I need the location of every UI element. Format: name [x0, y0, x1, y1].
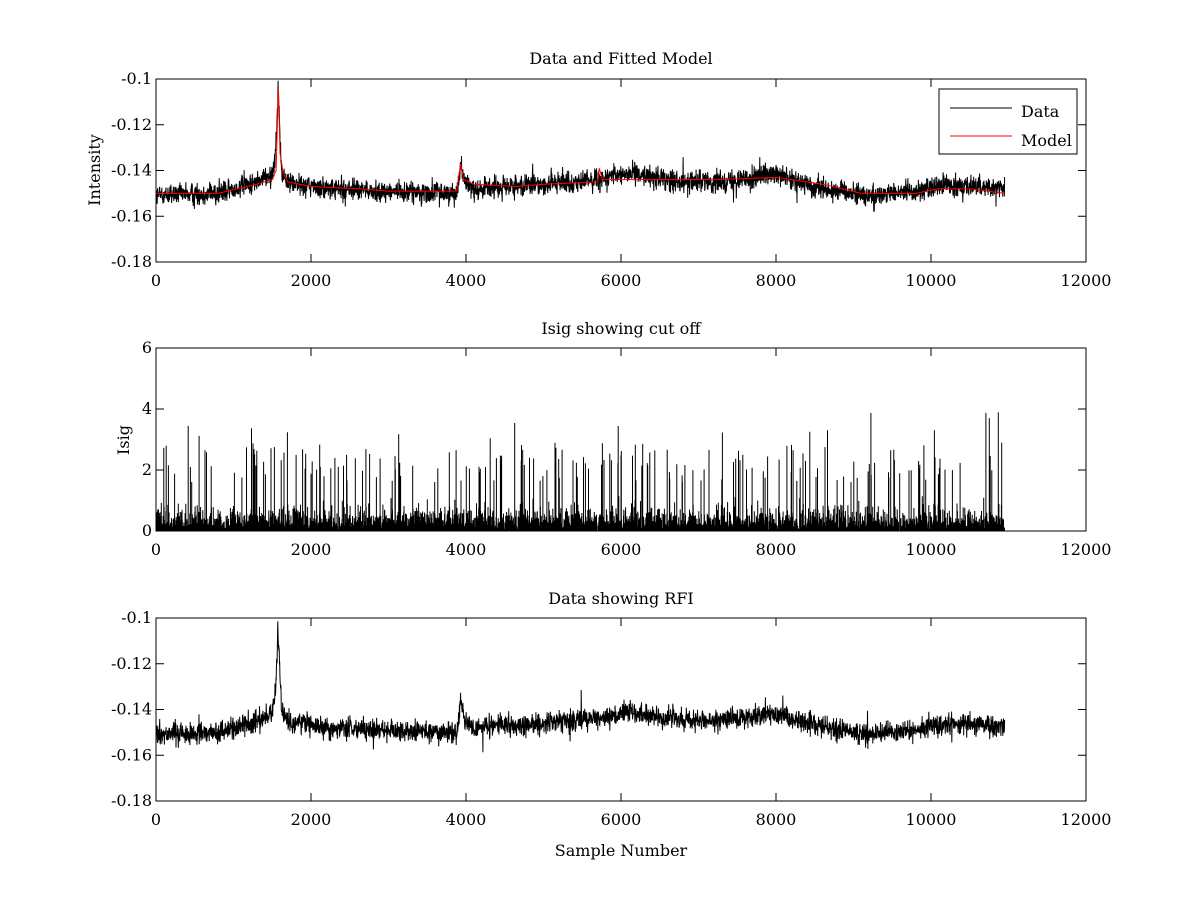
x-tick-label: 2000: [291, 271, 332, 290]
y-tick-label: -0.18: [111, 791, 152, 810]
y-tick-label: 2: [142, 460, 152, 479]
y-tick-label: -0.16: [111, 745, 152, 764]
panel-1: 0 2000 4000 6000 8000 10000 12000 -0.18 -0.16 -0.…: [85, 49, 1111, 290]
x-tick-label: 0: [151, 271, 161, 290]
y-tick-label: -0.14: [111, 700, 152, 719]
chart-title-3: Data showing RFI: [548, 589, 693, 608]
legend-label-data: Data: [1021, 102, 1060, 121]
series-layer-1: [155, 80, 1006, 212]
y-tick-label: 4: [142, 399, 152, 418]
x-tick-label: 12000: [1061, 810, 1112, 829]
x-tick-label: 0: [151, 540, 161, 559]
chart-title-2: Isig showing cut off: [541, 319, 702, 338]
y-tick-label: -0.14: [111, 161, 152, 180]
legend-box: [938, 88, 1078, 155]
series-layer-3: [155, 621, 1006, 753]
x-tick-label: 12000: [1061, 540, 1112, 559]
x-tick-label: 2000: [291, 810, 332, 829]
y-axis-label-1: Intensity: [85, 134, 104, 206]
legend: Data Model: [938, 88, 1078, 155]
x-axis-label-3: Sample Number: [555, 841, 688, 860]
y-tick-label: 0: [142, 521, 152, 540]
y-tick-label: 6: [142, 338, 152, 357]
panel-3: 0 2000 4000 6000 8000 10000 12000 -0.18 -0.16 -0.…: [111, 589, 1111, 860]
x-tick-label: 6000: [601, 540, 642, 559]
x-tick-label: 8000: [756, 810, 797, 829]
panel-2: 0 2000 4000 6000 8000 10000 12000 0 2 4 6 Isig sho…: [114, 319, 1111, 559]
series-data-1: [155, 80, 1006, 212]
y-axis-label-2: Isig: [114, 425, 133, 455]
chart-title-1: Data and Fitted Model: [529, 49, 712, 68]
x-tick-label: 6000: [601, 271, 642, 290]
x-tick-label: 8000: [756, 540, 797, 559]
x-tick-label: 10000: [906, 271, 957, 290]
y-tick-label: -0.16: [111, 206, 152, 225]
x-tick-label: 8000: [756, 271, 797, 290]
x-tick-label: 0: [151, 810, 161, 829]
y-tick-label: -0.18: [111, 252, 152, 271]
ticks-layer-1: 0 2000 4000 6000 8000 10000 12000 -0.18 -0.16 -0.…: [111, 69, 1111, 290]
x-tick-label: 2000: [291, 540, 332, 559]
y-tick-label: -0.12: [111, 654, 152, 673]
x-tick-label: 6000: [601, 810, 642, 829]
y-tick-label: -0.1: [121, 608, 152, 627]
x-tick-label: 10000: [906, 810, 957, 829]
x-tick-label: 4000: [446, 271, 487, 290]
series-model-1: [156, 88, 1005, 194]
legend-label-model: Model: [1021, 131, 1072, 150]
series-signal-3: [155, 621, 1006, 753]
y-tick-label: -0.12: [111, 115, 152, 134]
ticks-layer-3: 0 2000 4000 6000 8000 10000 12000 -0.18 -0.16 -0.…: [111, 608, 1111, 829]
x-tick-label: 4000: [446, 540, 487, 559]
x-tick-label: 10000: [906, 540, 957, 559]
ticks-layer-2: 0 2000 4000 6000 8000 10000 12000 0 2 4 6: [142, 338, 1112, 559]
x-tick-label: 4000: [446, 810, 487, 829]
x-tick-label: 12000: [1061, 271, 1112, 290]
y-tick-label: -0.1: [121, 69, 152, 88]
